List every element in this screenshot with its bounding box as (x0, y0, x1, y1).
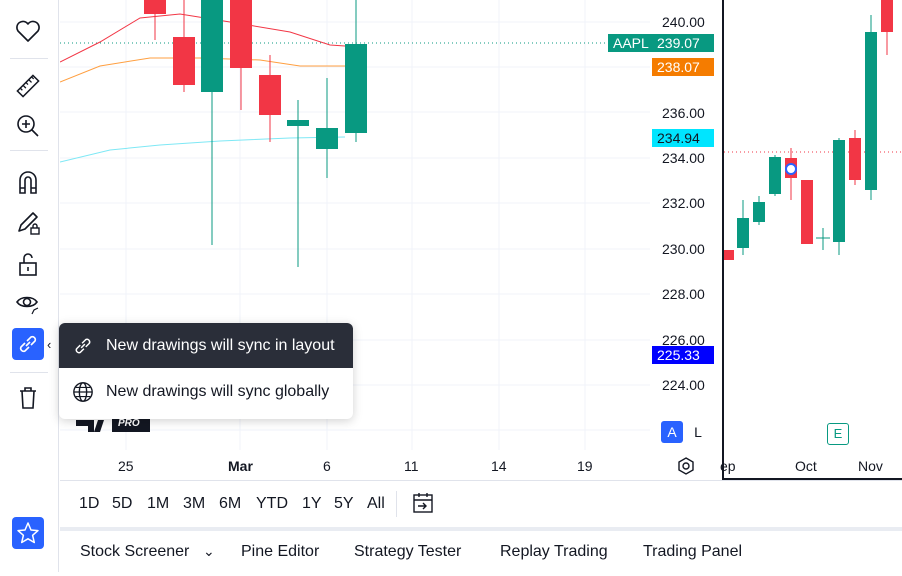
sync-global-option[interactable]: New drawings will sync globally (59, 369, 353, 414)
tab-trading-panel[interactable]: Trading Panel (643, 543, 743, 560)
star-icon[interactable] (12, 517, 44, 549)
price-tick: 236.00 (662, 105, 705, 121)
price-tick: 224.00 (662, 377, 705, 393)
tab-replay-trading[interactable]: Replay Trading (500, 543, 608, 560)
ruler-icon[interactable] (12, 70, 44, 102)
price-tick: 240.00 (662, 14, 705, 30)
price-tick: 226.00 (662, 332, 705, 348)
tab-strategy-tester[interactable]: Strategy Tester (354, 543, 462, 560)
chevron-left-icon[interactable]: ‹ (47, 337, 52, 352)
period-ytd[interactable]: YTD (256, 495, 288, 512)
toolbar-divider (10, 372, 48, 373)
price-tick: 228.00 (662, 286, 705, 302)
date-tick: 14 (491, 458, 507, 474)
sync-global-label: New drawings will sync globally (106, 382, 330, 400)
bottom-panel-tabs: Stock Screener ⌄ Pine Editor Strategy Te… (60, 527, 902, 576)
period-1y[interactable]: 1Y (302, 495, 322, 512)
pencil-lock-icon[interactable] (12, 207, 44, 239)
pro-badge: PRO (118, 418, 140, 429)
earnings-marker[interactable]: E (827, 423, 849, 445)
date-tick: 25 (118, 458, 134, 474)
date-tick: 19 (577, 458, 593, 474)
period-5y[interactable]: 5Y (334, 495, 354, 512)
price-tick: 234.00 (662, 150, 705, 166)
date-range-icon[interactable] (411, 491, 435, 520)
sync-layout-label: New drawings will sync in layout (106, 336, 335, 354)
heart-icon[interactable] (12, 16, 44, 48)
auto-scale-button[interactable]: A (661, 421, 683, 443)
period-1m[interactable]: 1M (147, 495, 170, 512)
toolbar-divider (10, 150, 48, 151)
sync-layout-option[interactable]: New drawings will sync in layout (59, 323, 353, 368)
blue-price-tag: 225.33 (652, 346, 714, 364)
period-3m[interactable]: 3M (183, 495, 206, 512)
last-price-tag: 239.07 (652, 34, 714, 52)
period-bar: 1D 5D 1M 3M 6M YTD 1Y 5Y All (60, 480, 902, 527)
tab-stock-screener[interactable]: Stock Screener (80, 543, 190, 560)
date-tick: Nov (858, 458, 883, 474)
tradingview-logo (76, 419, 150, 432)
tab-pine-editor[interactable]: Pine Editor (241, 543, 320, 560)
period-5d[interactable]: 5D (112, 495, 133, 512)
eye-icon[interactable] (12, 287, 44, 319)
date-tick: Oct (795, 458, 817, 474)
secondary-chart-canvas[interactable] (724, 0, 902, 478)
cyan-price-tag: 234.94 (652, 129, 714, 147)
orange-price-tag: 238.07 (652, 58, 714, 76)
ma-orange-line (60, 57, 360, 83)
drawing-toolbar: ‹ (0, 0, 59, 572)
link-icon (71, 334, 95, 358)
candles (144, 0, 367, 267)
zoom-in-icon[interactable] (12, 110, 44, 142)
period-all[interactable]: All (367, 495, 385, 512)
date-tick: 6 (323, 458, 331, 474)
date-tick: 11 (404, 458, 419, 474)
secondary-chart[interactable]: E ep Oct Nov (720, 0, 902, 480)
price-tick: 232.00 (662, 195, 705, 211)
period-1d[interactable]: 1D (79, 495, 100, 512)
date-tick: Mar (228, 458, 253, 474)
period-6m[interactable]: 6M (219, 495, 242, 512)
magnet-icon[interactable] (12, 166, 44, 198)
date-tick: ep (720, 458, 736, 474)
trash-icon[interactable] (12, 382, 44, 414)
period-divider (396, 491, 397, 517)
globe-icon (71, 380, 95, 404)
unlock-icon[interactable] (12, 248, 44, 280)
drawing-sync-menu: New drawings will sync in layout New dra… (59, 323, 353, 419)
toolbar-divider (10, 58, 48, 59)
ma-cyan-line (60, 136, 346, 163)
chevron-down-icon[interactable]: ⌄ (203, 543, 215, 559)
settings-icon[interactable] (676, 456, 696, 481)
price-tick: 230.00 (662, 241, 705, 257)
log-scale-button[interactable]: L (694, 424, 702, 440)
link-icon[interactable] (12, 328, 44, 360)
symbol-tag: AAPL (608, 34, 654, 52)
